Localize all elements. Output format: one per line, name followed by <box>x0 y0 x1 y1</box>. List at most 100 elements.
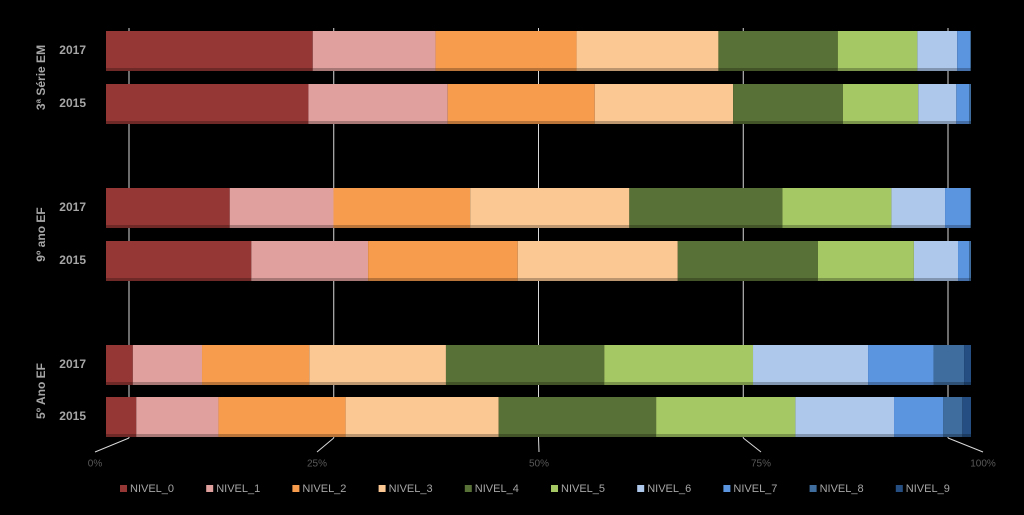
bar-segment <box>958 241 970 281</box>
bar-segment <box>677 241 818 281</box>
bar-shade <box>945 225 971 228</box>
category-label: 2015 <box>59 253 86 267</box>
bar-segment <box>962 397 971 437</box>
bar-shade <box>943 434 963 437</box>
bar-shade <box>136 434 219 437</box>
bar-segment <box>106 345 133 385</box>
tick-mark <box>316 437 335 453</box>
bar-segment <box>106 188 230 228</box>
bar-segment <box>969 241 971 281</box>
bar-segment <box>106 84 309 124</box>
bar-segment <box>956 84 970 124</box>
x-tick-label: 25% <box>307 459 327 470</box>
bar-segment <box>106 397 137 437</box>
bar-shade <box>733 121 843 124</box>
legend-swatch <box>464 485 472 492</box>
legend-label: NIVEL_5 <box>561 483 605 495</box>
bar-segment <box>837 31 918 71</box>
bar-segment <box>970 31 971 71</box>
bar-segment <box>345 397 499 437</box>
bar-shade <box>106 68 313 71</box>
bar-segment <box>817 241 914 281</box>
bar-shade <box>958 278 970 281</box>
bar-segment <box>309 345 446 385</box>
bar-shade <box>447 121 595 124</box>
bar-shade <box>917 68 958 71</box>
bar-shade <box>308 121 448 124</box>
bar-segment <box>470 188 630 228</box>
bar-segment <box>957 31 971 71</box>
bar-segment <box>517 241 678 281</box>
bar-segment <box>576 31 719 71</box>
legend-label: NIVEL_8 <box>820 483 864 495</box>
bar-segment <box>312 31 436 71</box>
bar-shade <box>753 382 869 385</box>
legend-swatch <box>292 485 300 492</box>
bar-shade <box>868 382 934 385</box>
bar-segment <box>106 31 313 71</box>
bar-segment <box>933 345 965 385</box>
bar-shade <box>132 382 203 385</box>
bar-segment <box>447 84 595 124</box>
bar-shade <box>918 121 957 124</box>
bar-segment <box>913 241 959 281</box>
bar-shade <box>106 382 133 385</box>
legend-label: NIVEL_6 <box>647 483 691 495</box>
category-label: 2017 <box>59 200 86 214</box>
bar-shade <box>970 225 971 228</box>
bar-shade <box>962 434 971 437</box>
tick-mark <box>538 437 540 453</box>
bar-shade <box>837 68 918 71</box>
bar-segment <box>132 345 203 385</box>
bar-segment <box>202 345 310 385</box>
bar-segment <box>795 397 895 437</box>
legend-label: NIVEL_3 <box>389 483 433 495</box>
bar-segment <box>917 31 958 71</box>
bar-shade <box>629 225 783 228</box>
bar-shade <box>251 278 369 281</box>
bar-shade <box>842 121 919 124</box>
legend-label: NIVEL_4 <box>475 483 519 495</box>
legend-swatch <box>895 485 903 492</box>
bar-shade <box>229 225 334 228</box>
x-tick-label: 75% <box>751 459 771 470</box>
bar-segment <box>136 397 219 437</box>
bar-shade <box>970 68 971 71</box>
bar-segment <box>629 188 783 228</box>
x-tick-label: 0% <box>88 459 103 470</box>
bar-segment <box>333 188 471 228</box>
bar-segment <box>106 241 252 281</box>
bar-segment <box>782 188 892 228</box>
legend-swatch <box>378 485 386 492</box>
bar-shade <box>913 278 959 281</box>
bar-shade <box>677 278 818 281</box>
legend-swatch <box>723 485 731 492</box>
bar-shade <box>517 278 678 281</box>
bar-segment <box>251 241 369 281</box>
tick-mark <box>742 437 762 453</box>
bar-shade <box>576 68 719 71</box>
bar-shade <box>656 434 796 437</box>
bar-segment <box>945 188 971 228</box>
x-tick-label: 50% <box>529 459 549 470</box>
bar-segment <box>435 31 577 71</box>
bar-segment <box>753 345 869 385</box>
bar-segment <box>594 84 734 124</box>
bar-shade <box>312 68 436 71</box>
bar-shade <box>445 382 605 385</box>
bar-segment <box>969 84 971 124</box>
bar-segment <box>868 345 934 385</box>
bar-shade <box>782 225 892 228</box>
bar-segment <box>604 345 754 385</box>
bar-shade <box>106 434 137 437</box>
legend-swatch <box>809 485 817 492</box>
bar-shade <box>202 382 310 385</box>
bar-shade <box>718 68 838 71</box>
legend-label: NIVEL_0 <box>130 483 174 495</box>
category-label: 2017 <box>59 43 86 57</box>
bar-shade <box>368 278 518 281</box>
bar-segment <box>368 241 518 281</box>
bar-segment <box>964 345 971 385</box>
bar-segment <box>229 188 334 228</box>
